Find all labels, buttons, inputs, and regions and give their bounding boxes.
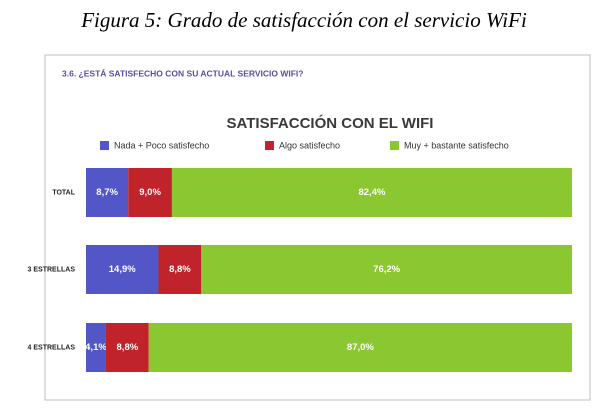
legend-swatch bbox=[390, 141, 399, 150]
value-label: 8,8% bbox=[117, 342, 139, 353]
value-label: 82,4% bbox=[358, 187, 385, 198]
legend-swatch bbox=[100, 141, 109, 150]
bar-segment bbox=[86, 323, 106, 372]
chart-title: SATISFACCIÓN CON EL WIFI bbox=[227, 114, 434, 132]
category-label: 3 ESTRELLAS bbox=[28, 266, 76, 273]
bar-segment bbox=[171, 168, 572, 217]
bar-segment bbox=[201, 245, 572, 294]
bar-segment bbox=[86, 168, 129, 217]
bar-segment bbox=[128, 168, 172, 217]
bar-segment bbox=[105, 323, 149, 372]
value-label: 14,9% bbox=[109, 264, 136, 275]
legend-label: Nada + Poco satisfecho bbox=[114, 140, 209, 150]
legend-swatch bbox=[265, 141, 274, 150]
category-label: 4 ESTRELLAS bbox=[28, 344, 76, 351]
bar-segment bbox=[86, 245, 159, 294]
value-label: 9,0% bbox=[139, 187, 161, 198]
bar-segment bbox=[148, 323, 572, 372]
value-label: 76,2% bbox=[373, 264, 400, 275]
bar-segment bbox=[158, 245, 202, 294]
legend-label: Algo satisfecho bbox=[279, 140, 340, 150]
value-label: 87,0% bbox=[347, 342, 374, 353]
value-label: 8,7% bbox=[96, 187, 118, 198]
legend-label: Muy + bastante satisfecho bbox=[404, 140, 509, 150]
value-label: 4,1% bbox=[85, 342, 107, 353]
chart-subtitle: 3.6. ¿ESTÁ SATISFECHO CON SU ACTUAL SERV… bbox=[62, 68, 303, 78]
category-label: TOTAL bbox=[52, 189, 75, 196]
value-label: 8,8% bbox=[169, 264, 191, 275]
figure-caption: Figura 5: Grado de satisfacción con el s… bbox=[80, 8, 527, 32]
